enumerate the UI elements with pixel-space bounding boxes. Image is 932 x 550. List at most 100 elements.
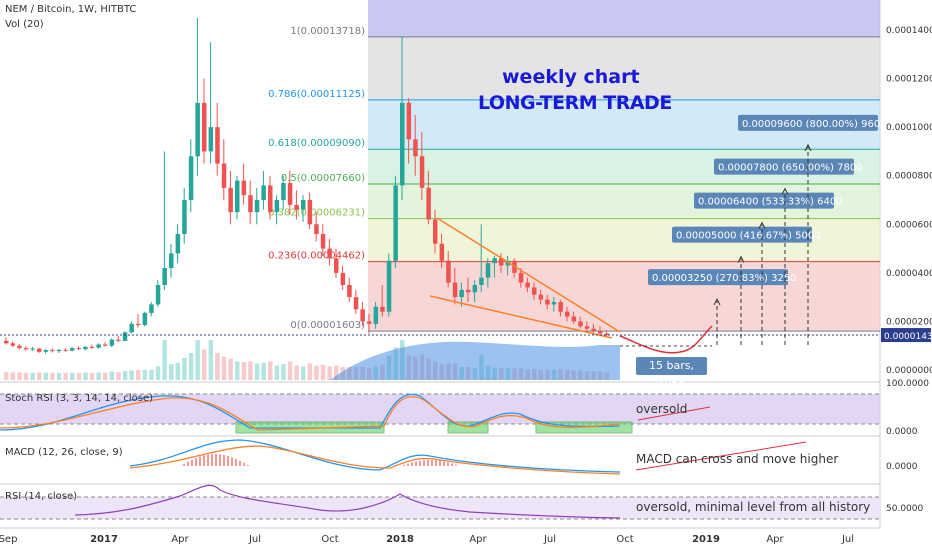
- candle-body: [274, 200, 280, 213]
- candle-body: [353, 297, 359, 310]
- projected-path: [619, 325, 713, 354]
- stoch-axis-top: 100.0000: [886, 379, 929, 389]
- target-arrowhead: [804, 143, 812, 152]
- candle-body: [56, 349, 62, 352]
- candle-body: [122, 332, 128, 341]
- volume-bar: [103, 372, 108, 380]
- candle-body: [485, 263, 491, 278]
- candle-body: [17, 345, 22, 349]
- candle-body: [83, 346, 88, 350]
- macd-pane-label: MACD (12, 26, close, 9): [5, 447, 123, 458]
- candle-body: [314, 224, 319, 234]
- volume-bar: [50, 372, 55, 380]
- time-axis-tick: Sep: [0, 534, 17, 545]
- candle-body: [452, 282, 458, 298]
- trendline-upper: [436, 217, 621, 333]
- fib-band-0.786: [368, 36, 880, 100]
- overlay-layer: 0.00001439 0.00003250 (270.83%) 3250 0.000…: [0, 114, 932, 354]
- candle-body: [518, 272, 524, 283]
- candle-body: [459, 289, 464, 298]
- volume-bar: [268, 361, 273, 380]
- candle-body: [70, 348, 75, 351]
- candle-body: [129, 323, 134, 333]
- volume-bar: [274, 365, 280, 380]
- candle-body: [30, 348, 35, 350]
- fib-label-0.5: 0.5(0.00007660): [281, 173, 365, 184]
- volume-bar: [96, 372, 101, 380]
- target-arrowhead: [737, 255, 745, 263]
- volume-bar: [23, 372, 29, 380]
- volume-bar: [248, 361, 253, 380]
- time-axis-tick: Oct: [321, 534, 338, 545]
- candle-body: [406, 102, 412, 140]
- candle-body: [565, 311, 570, 317]
- volume-bar: [294, 365, 299, 380]
- candle-body: [307, 200, 313, 225]
- volume-bar: [287, 361, 293, 380]
- current-price-marker: [881, 328, 931, 343]
- candle-body: [221, 163, 227, 188]
- candle-body: [320, 234, 326, 249]
- volume-bar: [70, 372, 75, 380]
- candle-body: [472, 285, 478, 293]
- candle-body: [241, 180, 247, 196]
- target-box: [672, 226, 812, 243]
- volume-bar: [208, 340, 214, 380]
- candle-body: [63, 349, 68, 351]
- volume-bar: [136, 370, 141, 380]
- time-axis-tick: Apr: [171, 534, 189, 545]
- macd-line: [129, 439, 621, 473]
- candle-body: [23, 348, 29, 350]
- volume-bar: [215, 353, 220, 380]
- volume-bar: [76, 372, 82, 380]
- stoch-oversold-highlight: [447, 421, 489, 434]
- volume-bar: [301, 366, 306, 380]
- candle-body: [162, 268, 167, 285]
- candle-body: [155, 285, 161, 305]
- candle-body: [149, 304, 154, 313]
- volume-bar: [254, 363, 260, 380]
- bars-count-box: 15 bars, 105d: [636, 357, 707, 390]
- target-label: 0.00007800 (650.00%) 7800: [718, 163, 863, 174]
- candle-body: [505, 260, 511, 266]
- candle-body: [287, 183, 293, 205]
- candle-body: [136, 323, 141, 326]
- candle-body: [499, 258, 504, 266]
- volume-bar: [149, 369, 154, 380]
- indicator-panes-layer: 100.0000 0.0000 0.0000 50.0000: [0, 379, 929, 520]
- candle-body: [248, 195, 253, 213]
- volume-bar: [188, 353, 194, 380]
- volume-bar: [281, 364, 286, 380]
- volume-bar: [142, 369, 148, 380]
- candle-body: [109, 339, 115, 346]
- candle-body: [334, 258, 339, 273]
- candle-body: [340, 272, 346, 285]
- time-axis-tick: Apr: [469, 534, 487, 545]
- macd-arrow: [635, 441, 807, 471]
- candle-body: [37, 348, 42, 352]
- stoch-k-line: [0, 393, 621, 431]
- candle-body: [400, 102, 405, 186]
- volume-bar: [10, 372, 16, 380]
- volume-bar: [30, 372, 35, 380]
- candle-body: [360, 309, 365, 322]
- target-arrowhead: [781, 187, 789, 195]
- fib-label-1: 1(0.00013718): [290, 26, 365, 37]
- candle-body: [433, 219, 438, 244]
- candle-body: [386, 260, 392, 312]
- target-label: 0.00009600 (800.00%) 9600: [742, 119, 887, 130]
- candle-body: [479, 277, 484, 285]
- volume-bar: [89, 372, 95, 380]
- candle-body: [76, 348, 82, 350]
- time-axis-tick: Oct: [616, 534, 633, 545]
- volume-bar: [129, 370, 134, 380]
- candle-body: [439, 243, 445, 261]
- candle-body: [367, 321, 372, 324]
- fib-band-0: [368, 261, 880, 332]
- fib-label-0.618: 0.618(0.00009090): [268, 138, 365, 149]
